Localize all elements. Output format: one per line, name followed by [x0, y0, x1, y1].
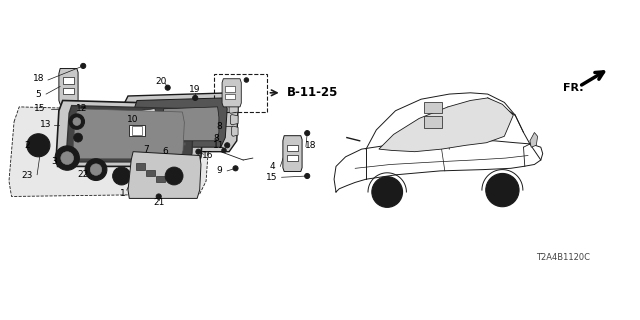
Circle shape — [193, 95, 198, 100]
Bar — [424, 116, 442, 128]
Bar — [424, 102, 442, 113]
Circle shape — [156, 194, 161, 199]
Circle shape — [81, 63, 86, 68]
Circle shape — [85, 159, 107, 180]
Text: 9: 9 — [216, 166, 221, 175]
Circle shape — [73, 118, 81, 125]
Circle shape — [244, 78, 249, 82]
Text: 21: 21 — [153, 198, 164, 207]
Polygon shape — [283, 136, 302, 172]
Bar — [214, 74, 267, 112]
Text: 16: 16 — [202, 151, 214, 160]
Polygon shape — [159, 107, 219, 141]
Text: 7: 7 — [143, 145, 148, 154]
Text: 19: 19 — [189, 85, 201, 94]
Circle shape — [225, 143, 230, 148]
Text: 4: 4 — [269, 162, 275, 171]
Text: 12: 12 — [76, 104, 88, 113]
Bar — [63, 77, 74, 84]
Circle shape — [81, 106, 86, 111]
Circle shape — [165, 167, 183, 185]
Text: 5: 5 — [36, 90, 41, 99]
Text: 23: 23 — [21, 172, 33, 180]
Bar — [132, 126, 142, 135]
Text: 8: 8 — [216, 122, 221, 131]
Circle shape — [493, 181, 511, 199]
Bar — [129, 125, 145, 136]
Circle shape — [165, 85, 170, 90]
Polygon shape — [232, 126, 238, 136]
Text: 3: 3 — [52, 157, 57, 166]
Text: T2A4B1120C: T2A4B1120C — [536, 253, 590, 262]
Circle shape — [27, 134, 50, 157]
Polygon shape — [59, 68, 78, 104]
Polygon shape — [67, 106, 193, 162]
Circle shape — [372, 177, 403, 207]
Text: 20: 20 — [156, 77, 167, 86]
Circle shape — [90, 164, 102, 175]
Bar — [63, 88, 74, 94]
Text: 18: 18 — [305, 141, 316, 150]
Circle shape — [113, 167, 131, 185]
Bar — [156, 176, 165, 182]
Circle shape — [498, 186, 507, 194]
Polygon shape — [379, 98, 513, 152]
Polygon shape — [128, 152, 201, 198]
Text: 10: 10 — [127, 115, 139, 124]
Text: B-11-25: B-11-25 — [287, 86, 338, 99]
Bar — [287, 155, 298, 161]
Bar — [225, 86, 235, 92]
Bar — [146, 170, 155, 176]
Circle shape — [233, 166, 238, 171]
Circle shape — [61, 152, 74, 164]
Text: 8: 8 — [214, 134, 219, 143]
Polygon shape — [229, 103, 238, 113]
Text: 6: 6 — [163, 147, 168, 156]
Circle shape — [383, 188, 391, 196]
Polygon shape — [129, 98, 227, 147]
Circle shape — [305, 173, 310, 179]
Polygon shape — [530, 132, 538, 147]
Text: 2: 2 — [24, 141, 29, 150]
Circle shape — [69, 114, 84, 129]
Text: 1: 1 — [120, 189, 125, 198]
Bar — [225, 94, 235, 99]
Circle shape — [379, 184, 396, 200]
Polygon shape — [222, 79, 241, 107]
Polygon shape — [120, 93, 238, 152]
Circle shape — [486, 173, 519, 207]
Bar — [287, 145, 298, 151]
Polygon shape — [56, 100, 204, 166]
Text: 15: 15 — [266, 173, 278, 182]
Polygon shape — [134, 109, 156, 138]
Bar — [136, 163, 145, 170]
Text: FR.: FR. — [563, 83, 583, 93]
Polygon shape — [73, 109, 184, 159]
Circle shape — [74, 133, 83, 142]
Text: 13: 13 — [40, 120, 52, 129]
Circle shape — [196, 149, 201, 154]
Polygon shape — [230, 115, 238, 125]
Text: 15: 15 — [34, 104, 45, 113]
Circle shape — [55, 146, 79, 170]
Text: 11: 11 — [213, 141, 225, 150]
Circle shape — [305, 131, 310, 136]
Polygon shape — [9, 107, 210, 196]
Circle shape — [222, 148, 227, 153]
Text: 22: 22 — [77, 170, 89, 179]
Text: 18: 18 — [33, 74, 44, 83]
